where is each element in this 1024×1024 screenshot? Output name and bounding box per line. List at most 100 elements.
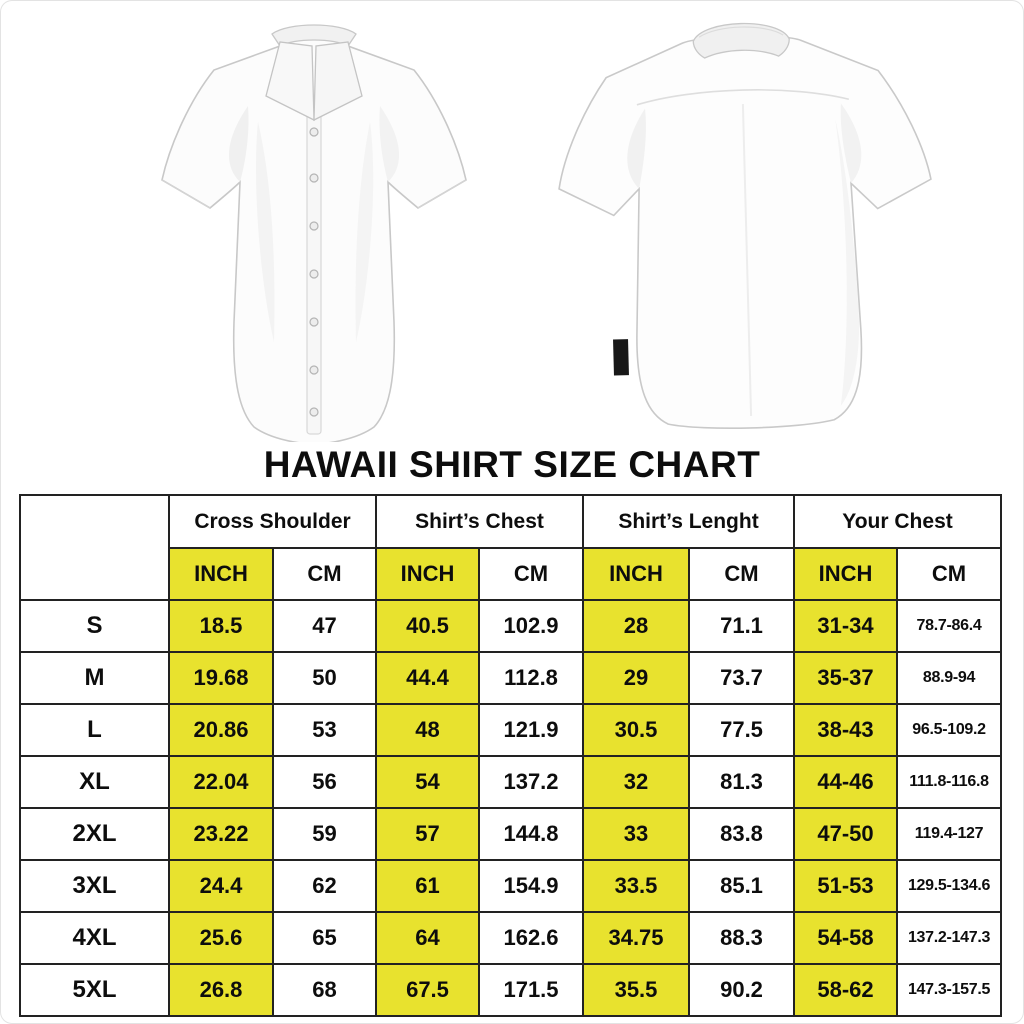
inch-value-cell: 32 <box>582 755 690 809</box>
size-cell: L <box>19 703 170 757</box>
unit-header-inch: INCH <box>793 547 899 601</box>
inch-value-cell: 38-43 <box>793 703 899 757</box>
inch-value-cell: 31-34 <box>793 599 899 653</box>
inch-value-cell: 44-46 <box>793 755 899 809</box>
cm-value-cell: 85.1 <box>687 859 796 913</box>
size-cell: 3XL <box>19 859 170 913</box>
cm-value-cell: 59 <box>272 807 377 861</box>
inch-value-cell: 44.4 <box>375 651 480 705</box>
inch-value-cell: 34.75 <box>582 911 690 965</box>
cm-value-cell: 62 <box>272 859 377 913</box>
cm-value-cell: 56 <box>272 755 377 809</box>
cm-value-cell: 90.2 <box>687 963 796 1017</box>
table-row: 4XL 25.6 65 64 162.6 34.75 88.3 54-58 137.2-147.… <box>19 911 1003 965</box>
back-shirt-body <box>558 22 932 429</box>
inch-value-cell: 35-37 <box>793 651 899 705</box>
inch-value-cell: 28 <box>582 599 690 653</box>
size-cell: M <box>19 651 170 705</box>
group-header-your-chest: Your Chest <box>793 494 1003 549</box>
group-header-shirts-lenght: Shirt’s Lenght <box>581 494 796 549</box>
table-row: L 20.86 53 48 121.9 30.5 77.5 38-43 96.5-109.2 <box>19 703 1003 757</box>
shirt-front-image <box>161 24 467 442</box>
inch-value-cell: 48 <box>375 703 480 757</box>
cm-value-cell: 77.5 <box>687 703 796 757</box>
cm-value-cell: 47 <box>272 599 377 653</box>
inch-value-cell: 57 <box>375 807 480 861</box>
back-shirt-collar <box>692 22 790 59</box>
inch-value-cell: 40.5 <box>375 599 480 653</box>
size-cell: 5XL <box>19 963 170 1017</box>
table-row: M 19.68 50 44.4 112.8 29 73.7 35-37 88.9-94 <box>19 651 1003 705</box>
cm-value-cell: 119.4-127 <box>896 807 1003 861</box>
table-row: XL 22.04 56 54 137.2 32 81.3 44-46 111.8-116.8 <box>19 755 1003 809</box>
cm-value-cell: 162.6 <box>478 911 584 965</box>
size-cell: XL <box>19 755 170 809</box>
front-shirt-buttons <box>309 127 319 417</box>
cm-value-cell: 68 <box>272 963 377 1017</box>
cm-value-cell: 50 <box>272 651 377 705</box>
unit-header-cm: CM <box>478 547 584 601</box>
table-row: S 18.5 47 40.5 102.9 28 71.1 31-34 78.7-86.4 <box>19 599 1003 653</box>
cm-value-cell: 88.9-94 <box>896 651 1003 705</box>
inch-value-cell: 19.68 <box>168 651 274 705</box>
cm-value-cell: 111.8-116.8 <box>896 755 1003 809</box>
inch-value-cell: 30.5 <box>582 703 690 757</box>
inch-value-cell: 24.4 <box>168 859 274 913</box>
size-chart-table: Cross Shoulder Shirt’s Chest Shirt’s Len… <box>19 494 1003 1017</box>
inch-value-cell: 54-58 <box>793 911 899 965</box>
inch-value-cell: 33 <box>582 807 690 861</box>
cm-value-cell: 121.9 <box>478 703 584 757</box>
cm-value-cell: 88.3 <box>687 911 796 965</box>
shirt-back-image <box>558 22 932 429</box>
inch-value-cell: 58-62 <box>793 963 899 1017</box>
cm-value-cell: 171.5 <box>478 963 584 1017</box>
unit-header-inch: INCH <box>168 547 274 601</box>
inch-value-cell: 23.22 <box>168 807 274 861</box>
cm-value-cell: 137.2 <box>478 755 584 809</box>
cm-value-cell: 96.5-109.2 <box>896 703 1003 757</box>
unit-header-cm: CM <box>896 547 1003 601</box>
cm-value-cell: 73.7 <box>687 651 796 705</box>
group-header-cross-shoulder: Cross Shoulder <box>168 494 377 549</box>
page-title: HAWAII SHIRT SIZE CHART <box>263 444 761 485</box>
size-cell: 4XL <box>19 911 170 965</box>
group-header-shirts-chest: Shirt’s Chest <box>375 494 584 549</box>
size-table-body: S 18.5 47 40.5 102.9 28 71.1 31-34 78.7-86.4 M 19.… <box>19 599 1003 1017</box>
inch-value-cell: 26.8 <box>168 963 274 1017</box>
inch-value-cell: 18.5 <box>168 599 274 653</box>
unit-header-inch: INCH <box>375 547 480 601</box>
cm-value-cell: 65 <box>272 911 377 965</box>
unit-header-inch: INCH <box>582 547 690 601</box>
size-cell: 2XL <box>19 807 170 861</box>
table-row: 3XL 24.4 62 61 154.9 33.5 85.1 51-53 129.5-134.6 <box>19 859 1003 913</box>
cm-value-cell: 129.5-134.6 <box>896 859 1003 913</box>
inch-value-cell: 35.5 <box>582 963 690 1017</box>
unit-header-cm: CM <box>272 547 377 601</box>
inch-value-cell: 33.5 <box>582 859 690 913</box>
unit-header-cm: CM <box>687 547 796 601</box>
inch-value-cell: 67.5 <box>375 963 480 1017</box>
front-shirt-collar <box>265 24 363 122</box>
table-row: 5XL 26.8 68 67.5 171.5 35.5 90.2 58-62 147.3-157… <box>19 963 1003 1017</box>
corner-cell <box>19 494 170 601</box>
cm-value-cell: 78.7-86.4 <box>896 599 1003 653</box>
cm-value-cell: 137.2-147.3 <box>896 911 1003 965</box>
back-shirt-tag <box>613 339 629 376</box>
inch-value-cell: 61 <box>375 859 480 913</box>
inch-value-cell: 54 <box>375 755 480 809</box>
unit-header-row: INCH CM INCH CM INCH CM INCH CM <box>20 547 1003 601</box>
table-row: 2XL 23.22 59 57 144.8 33 83.8 47-50 119.4-127 <box>19 807 1003 861</box>
inch-value-cell: 29 <box>582 651 690 705</box>
cm-value-cell: 102.9 <box>478 599 584 653</box>
inch-value-cell: 22.04 <box>168 755 274 809</box>
cm-value-cell: 83.8 <box>687 807 796 861</box>
cm-value-cell: 144.8 <box>478 807 584 861</box>
cm-value-cell: 71.1 <box>687 599 796 653</box>
size-cell: S <box>19 599 170 653</box>
cm-value-cell: 81.3 <box>687 755 796 809</box>
cm-value-cell: 53 <box>272 703 377 757</box>
cm-value-cell: 154.9 <box>478 859 584 913</box>
cm-value-cell: 147.3-157.5 <box>896 963 1003 1017</box>
inch-value-cell: 20.86 <box>168 703 274 757</box>
cm-value-cell: 112.8 <box>478 651 584 705</box>
